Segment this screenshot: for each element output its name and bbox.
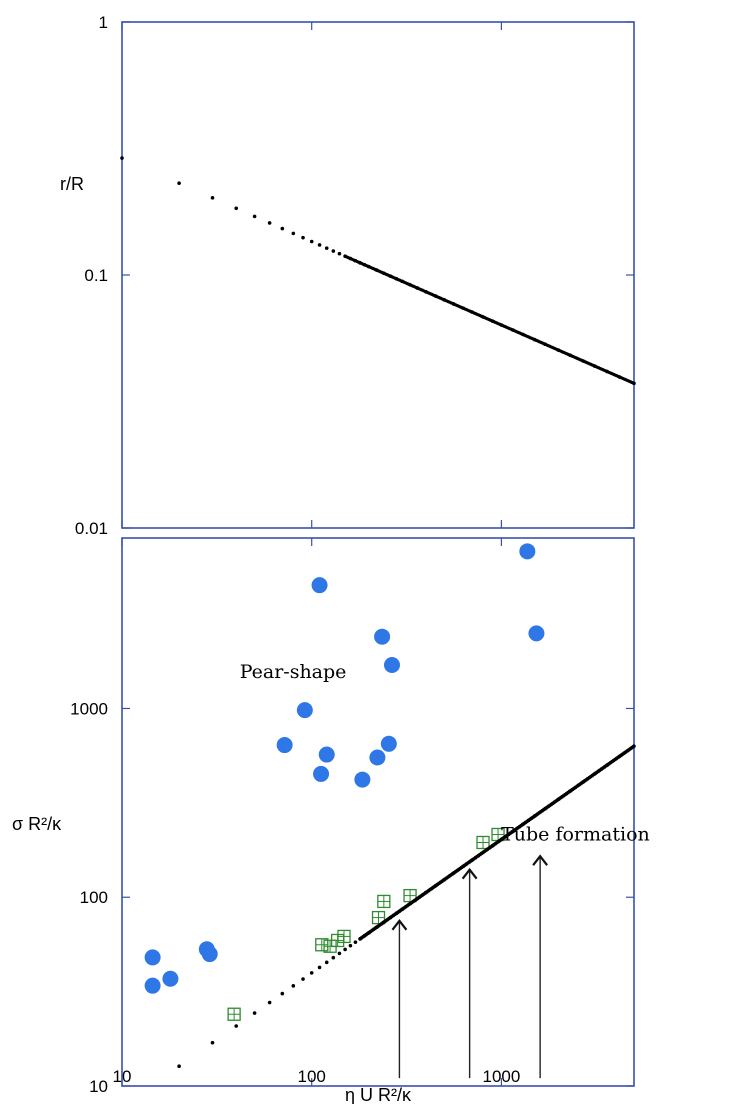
y-tick-label-top: 0.1	[84, 266, 108, 285]
y-tick-labels-bottom: 10 100 1000	[70, 699, 108, 1096]
x-tick-label-bottom: 10	[113, 1067, 132, 1086]
y-tick-label-bottom: 1000	[70, 699, 108, 718]
pear-shape-point	[162, 970, 179, 987]
x-tick-label-bottom: 1000	[482, 1067, 520, 1086]
tube-formation-point	[377, 894, 391, 909]
theory-point-bottom	[348, 943, 353, 948]
x-axis-label-bottom: η U R²/κ	[345, 1085, 412, 1104]
panel-bottom: 10 100 1000 10 100 1000 σ R²/κ η U R²/κ Pear…	[12, 537, 650, 1104]
pear-shape-point	[276, 737, 293, 754]
data-point-top	[177, 181, 181, 185]
data-point-top	[324, 246, 329, 250]
pear-shape-point	[383, 656, 400, 673]
theory-point-bottom	[337, 951, 342, 956]
data-point-top	[301, 235, 305, 240]
annotation-pear-shape: Pear-shape	[240, 661, 347, 683]
ticks-bottom	[121, 538, 634, 1087]
series-bottom	[144, 543, 636, 1068]
theory-point-bottom	[317, 965, 322, 970]
arrow	[532, 854, 548, 1079]
tube-formation-point	[371, 910, 386, 925]
plot-frame-bottom	[121, 537, 635, 1087]
plot-frame-top	[121, 21, 635, 529]
data-point-top	[252, 214, 257, 219]
tube-formation-point	[227, 1007, 241, 1021]
data-point-top	[234, 206, 239, 211]
tube-formation-point	[315, 938, 329, 952]
y-tick-label-top: 1	[99, 13, 108, 32]
data-point-top	[309, 239, 314, 244]
theory-point-bottom	[324, 960, 329, 965]
theory-point-bottom	[267, 1000, 272, 1005]
annotation-tube-formation: Tube formation	[501, 823, 650, 845]
data-point-top	[267, 221, 272, 225]
pear-shape-point	[144, 977, 161, 994]
theory-point-bottom	[177, 1064, 181, 1068]
y-axis-label-bottom: σ R²/κ	[12, 814, 62, 834]
data-point-top	[631, 381, 636, 385]
theory-point-bottom	[331, 955, 336, 960]
y-tick-labels-top: 1 0.1 0.01	[75, 13, 108, 538]
theory-point-bottom	[301, 977, 305, 981]
pear-shape-point	[318, 746, 335, 763]
pear-shape-point	[380, 735, 397, 752]
data-point-top	[331, 249, 336, 253]
theory-point-bottom	[309, 971, 314, 975]
data-point-top	[291, 231, 296, 236]
tube-formation-point	[337, 929, 351, 944]
y-axis-label-top: r/R	[60, 174, 84, 194]
data-point-top	[280, 226, 285, 231]
pear-shape-point	[528, 625, 545, 642]
pear-shape-point	[313, 765, 330, 782]
pear-shape-point	[519, 543, 536, 560]
arrow	[391, 919, 408, 1079]
x-tick-label-bottom: 100	[298, 1067, 326, 1086]
theory-point-bottom	[343, 947, 347, 952]
pear-shape-point	[296, 702, 313, 719]
pear-shape-point	[144, 949, 161, 966]
theory-point-bottom	[280, 991, 285, 996]
theory-point-bottom	[210, 1040, 215, 1045]
panel-top: 1 0.1 0.01 r/R	[60, 13, 636, 538]
theory-point-bottom	[631, 744, 636, 749]
arrow	[461, 867, 478, 1079]
tube-formation-point	[403, 888, 417, 903]
pear-shape-point	[369, 749, 386, 766]
arrows-bottom	[391, 854, 548, 1079]
pear-shape-point	[201, 946, 218, 963]
theory-point-bottom	[291, 984, 296, 988]
annotations-bottom: Pear-shape Tube formation	[240, 661, 650, 845]
pear-shape-point	[374, 628, 391, 645]
y-tick-label-bottom: 10	[89, 1077, 108, 1096]
data-point-top	[210, 196, 215, 200]
theory-point-bottom	[353, 940, 358, 944]
ticks-top	[121, 21, 634, 529]
tube-formation-point	[476, 835, 490, 850]
series-top	[120, 156, 636, 386]
theory-point-bottom	[252, 1011, 257, 1015]
pear-shape-point	[354, 771, 371, 788]
pear-shape-point	[311, 577, 328, 594]
y-tick-label-top: 0.01	[75, 519, 108, 538]
x-tick-labels-bottom: 10 100 1000	[113, 1067, 521, 1086]
data-point-top	[337, 251, 342, 256]
theory-point-bottom	[234, 1024, 239, 1028]
data-point-top	[120, 156, 124, 160]
y-tick-label-bottom: 100	[80, 888, 108, 907]
data-point-top	[317, 243, 322, 247]
